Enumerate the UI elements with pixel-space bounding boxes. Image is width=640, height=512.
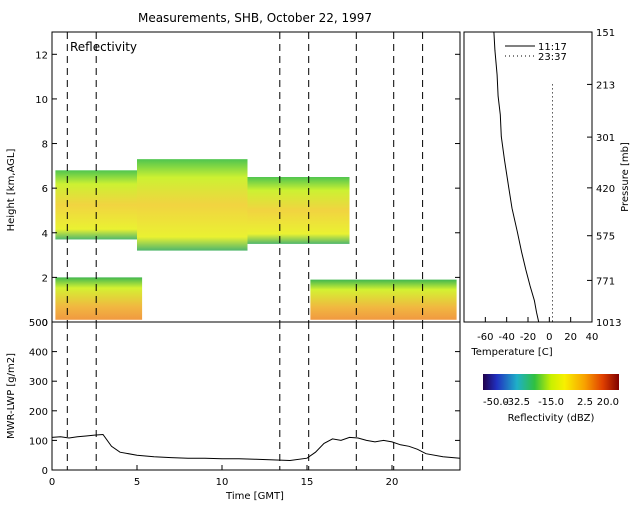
pressure-tick-label: 151 (596, 28, 615, 39)
colorbar: -50.0-32.5 -15.0 2.5 20.0 Reflectivity (dBZ… (483, 374, 619, 424)
temperature-x-axis: -60 -40 -20 0 20 40 (477, 317, 598, 343)
lwp-x-tick-label: 0 (49, 477, 55, 488)
lwp-frame (51, 321, 461, 471)
colorbar-label: Reflectivity (dBZ) (508, 413, 595, 424)
lwp-time-markers (66, 322, 424, 470)
reflectivity-panel: 0 2 4 6 8 10 12 Reflectivity Height [km,AGL] (6, 31, 461, 329)
pressure-axis: 151 213 301 420 575 771 1013 (587, 28, 621, 329)
temperature-x-tick-label: 20 (564, 332, 577, 343)
pressure-tick-label: 301 (596, 133, 615, 144)
temperature-x-tick-label: 40 (586, 332, 599, 343)
temperature-x-tick-label: -40 (498, 332, 514, 343)
temperature-x-axis-label: Temperature [C] (470, 347, 552, 358)
lwp-y-tick-label: 500 (29, 318, 48, 329)
lwp-panel: 0 100 200 300 400 500 0 5 10 15 20 MWR-LWP [g/m2]… (6, 318, 461, 502)
lwp-y-axis: 0 100 200 300 400 500 (29, 318, 460, 477)
reflectivity-y-tick-label: 8 (42, 140, 48, 151)
echo-layer-2 (247, 177, 350, 244)
lwp-x-axis: 0 5 10 15 20 (49, 465, 399, 488)
lwp-x-tick-label: 15 (301, 477, 314, 488)
colorbar-ticks: -50.0-32.5 -15.0 2.5 20.0 (483, 397, 619, 408)
colorbar-tick-label: -50.0 (483, 397, 509, 408)
lwp-y-tick-label: 200 (29, 407, 48, 418)
colorbar-tick-label: -32.5 (504, 397, 530, 408)
lwp-x-tick-label: 10 (216, 477, 229, 488)
reflectivity-panel-label: Reflectivity (70, 40, 137, 54)
pressure-tick-label: 420 (596, 184, 615, 195)
reflectivity-y-tick-label: 6 (42, 184, 48, 195)
temperature-x-tick-label: -60 (477, 332, 493, 343)
lwp-series-line (51, 433, 461, 462)
pressure-tick-label: 213 (596, 80, 615, 91)
lwp-x-axis-label: Time [GMT] (225, 491, 284, 502)
temperature-x-tick-label: 0 (546, 332, 552, 343)
pressure-tick-label: 771 (596, 276, 615, 287)
reflectivity-y-tick-label: 4 (42, 229, 48, 240)
reflectivity-time-markers (66, 32, 424, 322)
reflectivity-y-tick-label: 0 (42, 318, 48, 329)
lwp-y-tick-label: 400 (29, 348, 48, 359)
reflectivity-y-axis-label: Height [km,AGL] (6, 149, 17, 232)
reflectivity-y-tick-label: 10 (35, 95, 48, 106)
figure-title: Measurements, SHB, October 22, 1997 (138, 11, 372, 25)
lwp-x-tick-label: 5 (134, 477, 140, 488)
pressure-tick-label: 575 (596, 232, 615, 243)
lwp-y-axis-label: MWR-LWP [g/m2] (6, 353, 17, 439)
lwp-x-tick-label: 20 (386, 477, 399, 488)
colorbar-tick-label: 20.0 (597, 397, 619, 408)
lwp-y-tick-label: 300 (29, 377, 48, 388)
colorbar-gradient (483, 374, 619, 390)
pressure-axis-label: Pressure [mb] (620, 142, 631, 212)
legend-label-2337: 23:37 (538, 52, 567, 63)
pressure-tick-label: 1013 (596, 318, 621, 329)
legend-label-1117: 11:17 (538, 42, 567, 53)
echo-layer-3 (55, 277, 143, 320)
colorbar-tick-label: -15.0 (538, 397, 564, 408)
reflectivity-y-tick-label: 2 (42, 273, 48, 284)
lwp-y-tick-label: 0 (42, 466, 48, 477)
colorbar-tick-label: 2.5 (577, 397, 593, 408)
echo-layer-4 (310, 279, 457, 320)
temperature-series-line-1117 (493, 31, 540, 323)
reflectivity-echoes (55, 159, 457, 320)
temperature-x-tick-label: -20 (520, 332, 536, 343)
lwp-y-tick-label: 100 (29, 436, 48, 447)
reflectivity-y-tick-label: 12 (35, 50, 48, 61)
temperature-legend: 11:17 23:37 (505, 42, 567, 63)
temperature-panel: -60 -40 -20 0 20 40 151 213 301 420 575 771 1013 Te… (463, 28, 631, 358)
echo-layer-1 (137, 159, 248, 251)
